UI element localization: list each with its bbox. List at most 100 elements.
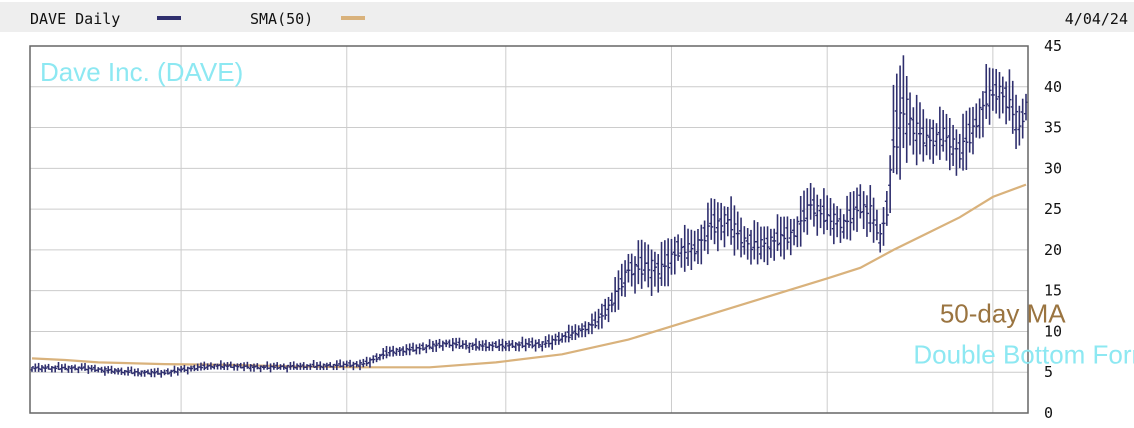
price-bar xyxy=(908,92,913,146)
y-tick-label: 15 xyxy=(1044,282,1062,300)
price-bar xyxy=(725,206,730,237)
price-bar xyxy=(878,223,883,253)
price-bar xyxy=(984,64,989,119)
price-bar xyxy=(951,124,956,166)
price-bar xyxy=(977,98,982,139)
price-bar xyxy=(523,338,528,352)
price-bar xyxy=(868,185,873,233)
price-bar xyxy=(768,228,773,258)
price-bar xyxy=(805,188,810,235)
price-bar xyxy=(49,366,54,373)
price-bar xyxy=(354,361,359,368)
price-bar xyxy=(116,367,121,375)
price-bar xyxy=(66,365,71,373)
series-legend-swatch xyxy=(157,16,181,20)
price-bar xyxy=(699,224,704,265)
price-bar xyxy=(527,338,531,348)
annotation-label: Double Bottom Formation xyxy=(913,339,1134,369)
price-bar xyxy=(169,369,174,377)
price-bar xyxy=(295,363,300,370)
price-bar xyxy=(732,205,737,256)
price-bar xyxy=(921,109,926,162)
price-bar xyxy=(652,251,657,287)
price-bar xyxy=(815,194,820,236)
price-bar xyxy=(927,119,932,160)
price-bar xyxy=(132,368,137,377)
price-bar xyxy=(593,311,598,329)
price-bar xyxy=(149,368,154,378)
price-bar xyxy=(212,363,217,370)
price-bar xyxy=(470,342,475,351)
series-label: DAVE Daily xyxy=(30,10,120,28)
price-bar xyxy=(831,203,836,245)
price-bar xyxy=(480,340,485,351)
price-bar xyxy=(507,340,512,352)
y-tick-label: 25 xyxy=(1044,200,1062,218)
price-bar xyxy=(281,363,286,370)
price-bar xyxy=(543,336,548,348)
price-bar xyxy=(586,322,591,335)
price-bar xyxy=(576,325,581,338)
price-bar xyxy=(924,118,929,156)
chart-title: Dave Inc. (DAVE) xyxy=(40,57,243,87)
price-bar xyxy=(530,337,535,349)
price-bar xyxy=(490,341,495,352)
price-bar xyxy=(772,228,777,261)
price-bar xyxy=(752,220,757,260)
price-bar xyxy=(811,187,816,227)
price-bar xyxy=(785,216,790,250)
price-bar xyxy=(59,364,64,373)
price-bar xyxy=(503,340,508,351)
price-bar xyxy=(997,72,1002,119)
price-bar xyxy=(63,363,68,371)
price-bar xyxy=(686,228,691,266)
y-axis: 0 5 10 15 20 25 30 35 40 45 xyxy=(1044,37,1062,422)
price-bar xyxy=(39,365,44,373)
price-bar xyxy=(884,191,889,226)
price-bar xyxy=(245,361,250,369)
price-bar xyxy=(656,254,661,293)
price-bar xyxy=(513,342,518,352)
price-bar xyxy=(533,339,538,352)
price-bar xyxy=(198,362,203,371)
price-bar xyxy=(208,362,213,370)
price-series xyxy=(30,55,1028,378)
price-bar xyxy=(112,368,117,375)
price-bar xyxy=(540,341,545,352)
price-bar xyxy=(961,113,966,171)
price-bar xyxy=(109,365,114,374)
price-bar xyxy=(745,228,750,260)
price-bar xyxy=(397,347,402,356)
price-bar xyxy=(835,206,840,238)
price-bar xyxy=(341,361,346,371)
price-bar xyxy=(821,188,826,235)
price-bar xyxy=(404,344,409,356)
price-bar xyxy=(344,360,349,368)
y-tick-label: 20 xyxy=(1044,241,1062,259)
price-bar xyxy=(162,369,167,376)
price-bar xyxy=(818,198,823,229)
price-bar xyxy=(596,308,601,330)
price-bar xyxy=(391,345,396,357)
y-tick-label: 0 xyxy=(1044,404,1053,422)
price-bar xyxy=(1000,76,1005,114)
y-tick-label: 40 xyxy=(1044,78,1062,96)
price-bar xyxy=(735,211,740,250)
price-bar xyxy=(762,226,767,263)
price-bar xyxy=(901,55,906,149)
price-bar xyxy=(917,102,922,155)
price-bar xyxy=(603,298,608,320)
price-bar xyxy=(477,340,482,351)
price-bar xyxy=(855,187,860,232)
price-bar xyxy=(782,216,787,260)
price-bar xyxy=(739,217,744,258)
price-bar xyxy=(358,359,363,371)
price-bar xyxy=(848,192,853,241)
price-bar xyxy=(599,303,604,329)
price-bar xyxy=(682,224,687,272)
price-bar xyxy=(235,363,240,371)
price-bar xyxy=(914,94,919,166)
price-bar xyxy=(841,214,846,239)
annotations: 50-day MA Double Bottom Formation xyxy=(913,298,1134,369)
price-bar xyxy=(430,340,435,353)
